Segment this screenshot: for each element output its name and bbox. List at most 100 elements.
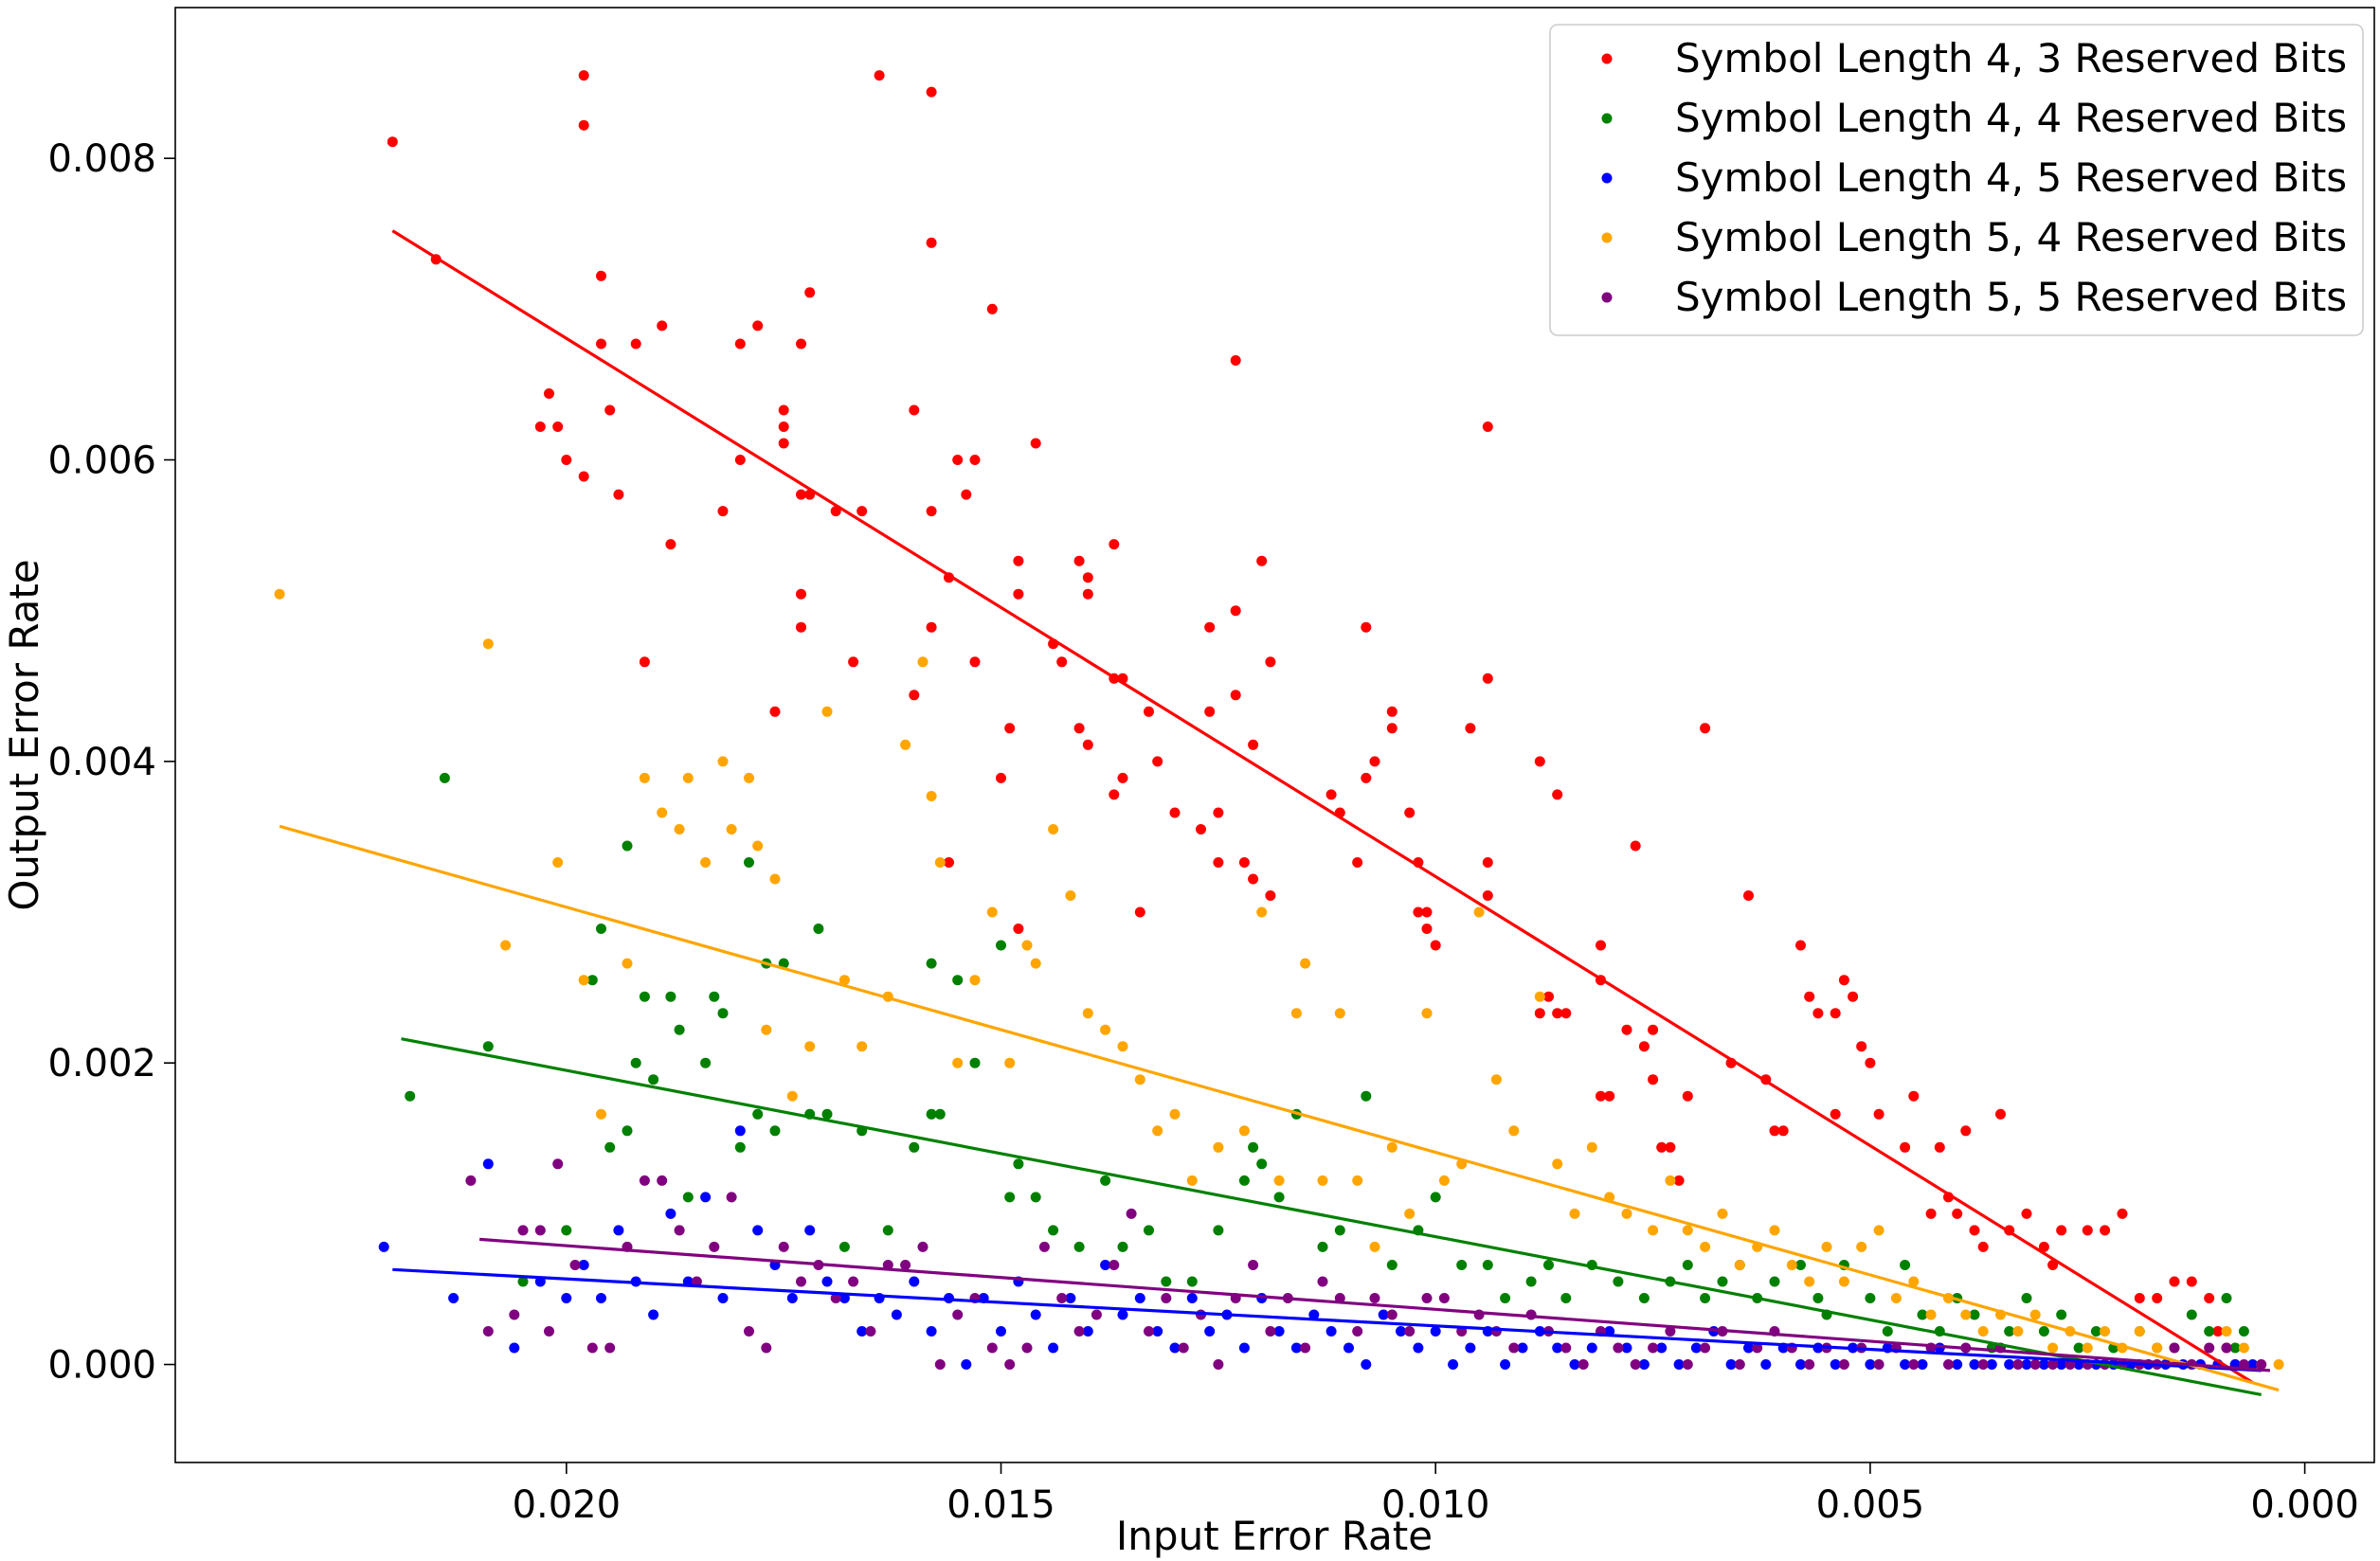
data-point [874,70,885,81]
data-point [1438,1293,1450,1303]
data-point [578,119,589,131]
data-point [1656,1342,1668,1354]
data-point [1238,1125,1250,1137]
data-point [709,1241,720,1252]
data-point [1977,1241,1989,1252]
data-point [1508,1125,1520,1137]
data-point [1586,1141,1597,1153]
data-point [769,873,781,885]
data-point [1882,1326,1893,1337]
data-point [1196,824,1206,834]
data-point [1273,1326,1285,1337]
data-point [2038,1359,2049,1370]
data-point [1986,1359,1997,1370]
data-point [926,958,937,969]
data-point [2004,1359,2015,1370]
trend-lines-layer [279,229,2280,1396]
data-point [1082,588,1093,600]
data-point [1830,1359,1841,1370]
data-point [1760,1359,1772,1370]
data-point [1638,1293,1650,1303]
data-point [1369,1293,1380,1303]
data-point [2029,1309,2041,1320]
data-point [952,1309,964,1320]
data-point [2047,1359,2059,1370]
data-point [1021,940,1033,951]
data-point [561,1225,572,1236]
data-point [1048,1342,1059,1354]
data-point [1673,1175,1685,1186]
data-point [778,958,789,969]
data-point [1682,1260,1693,1270]
data-point [691,1276,702,1287]
data-point [378,1241,389,1252]
data-point [961,1359,972,1370]
data-point [569,1260,581,1270]
y-axis: 0.000 0.002 0.004 0.006 0.008 [47,137,175,1388]
data-point [1343,1342,1354,1354]
data-point [2169,1276,2180,1287]
data-point [1873,1225,1884,1236]
data-point [1126,1208,1137,1219]
data-point [1665,1175,1676,1186]
data-point [1900,1359,1911,1370]
data-point [482,1326,494,1337]
data-point [1238,1342,1250,1354]
data-point [1073,723,1085,734]
data-point [1812,1293,1824,1303]
data-point [926,1326,937,1337]
data-point [1717,1208,1728,1219]
data-point [1082,739,1093,750]
x-axis: 0.020 0.015 0.010 0.005 0.000 [513,1462,2359,1527]
data-point [1430,940,1441,951]
data-point [1648,1225,1659,1236]
data-point [1152,1326,1163,1337]
data-point [1004,1192,1016,1203]
data-point [1960,1309,1972,1320]
data-point [1352,1175,1363,1186]
data-point [1169,1108,1181,1120]
data-point [2169,1342,2180,1354]
data-point [1065,1293,1076,1303]
data-point [717,1293,729,1303]
data-point [1952,1208,1963,1219]
data-point [996,1326,1006,1337]
data-point [2212,1326,2224,1337]
data-point [2273,1359,2284,1370]
data-point [1204,621,1216,633]
trend-line-series-5 [478,1237,2271,1373]
data-point [1213,1225,1224,1236]
legend-label-series-5: Symbol Length 5, 5 Reserved Bits [1675,274,2347,320]
data-point [2229,1342,2241,1354]
data-point [796,489,806,500]
data-point [1743,890,1754,901]
data-point [1186,1175,1198,1186]
data-point [1152,756,1163,767]
data-point [1248,739,1259,750]
data-point [1700,1293,1711,1303]
data-point [1795,1260,1806,1270]
data-point [1465,723,1476,734]
data-point [1569,1208,1580,1219]
plot-frame [174,7,2375,1463]
data-point [838,975,850,986]
data-point [657,807,668,818]
data-point [578,975,589,986]
data-point [1743,1342,1754,1354]
data-point [1013,1158,1024,1170]
data-point [769,1125,781,1137]
data-point [700,1057,712,1068]
data-point [1134,906,1145,918]
x-tick-label: 0.000 [2250,1483,2359,1527]
data-point [1334,1225,1345,1236]
data-point [482,1158,494,1170]
data-point [2038,1241,2049,1252]
data-point [665,1208,676,1219]
data-point [1596,1090,1606,1102]
legend-label-series-1: Symbol Length 4, 3 Reserved Bits [1675,35,2347,81]
data-point [1525,1276,1537,1287]
data-point [657,1175,668,1186]
data-point [2064,1359,2076,1370]
data-point [926,506,937,517]
data-point [865,1326,876,1337]
